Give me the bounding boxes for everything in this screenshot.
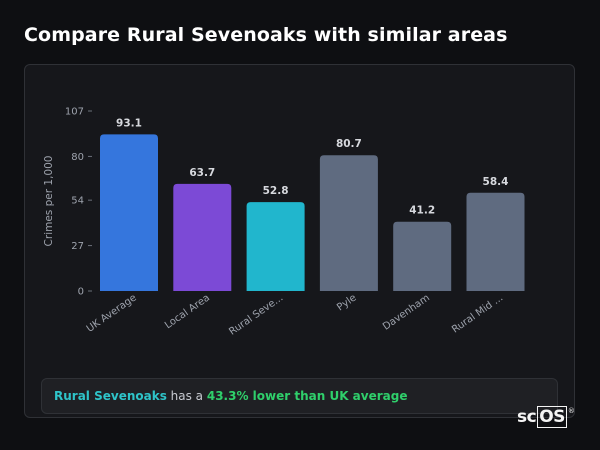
x-tick-label: Rural Mid ... — [450, 292, 505, 335]
summary-text: has a — [166, 389, 207, 403]
bar-value-label: 58.4 — [483, 176, 509, 188]
x-axis: UK Average Local Area Rural Seve... Pyle Dav… — [85, 292, 505, 337]
y-tick-label: 54 — [71, 196, 84, 207]
y-tick-label: 0 — [78, 287, 84, 298]
logo-prefix: sc — [517, 407, 537, 427]
bar — [393, 221, 452, 291]
y-tick-label: 27 — [71, 241, 84, 252]
bar — [246, 202, 305, 291]
summary-area-name: Rural Sevenoaks — [54, 389, 167, 403]
bar-value-label: 63.7 — [189, 167, 215, 179]
bar — [173, 183, 232, 291]
x-tick-label: Davenham — [381, 292, 432, 332]
logo-registered-mark: ® — [567, 407, 575, 415]
page-title: Compare Rural Sevenoaks with similar are… — [24, 24, 508, 46]
y-axis-label: Crimes per 1,000 — [43, 156, 55, 247]
comparison-summary: Rural Sevenoaks has a 43.3% lower than U… — [41, 378, 558, 414]
x-tick-label: Pyle — [335, 292, 358, 313]
bar-chart: Crimes per 1,000 0 27 54 80 107 93.1 63.7 52.8… — [43, 107, 525, 338]
y-tick-label: 107 — [65, 107, 84, 118]
bar — [100, 134, 158, 291]
bar — [319, 155, 378, 291]
y-axis: 0 27 54 80 107 — [65, 107, 92, 298]
bar — [466, 192, 525, 291]
summary-difference: 43.3% lower than UK average — [206, 389, 408, 403]
bar-value-label: 80.7 — [336, 138, 362, 150]
bar-value-label: 52.8 — [263, 185, 289, 197]
bar-series: 93.1 63.7 52.8 80.7 41.2 58.4 — [100, 117, 525, 291]
logo-boxed: OS — [537, 406, 567, 428]
bar-value-label: 93.1 — [116, 117, 142, 129]
y-tick-label: 80 — [71, 152, 84, 163]
x-tick-label: Local Area — [163, 292, 212, 331]
chart-card: Crimes per 1,000 0 27 54 80 107 93.1 63.7 52.8… — [24, 64, 575, 418]
bar-value-label: 41.2 — [409, 205, 435, 217]
scos-logo: sc OS ® — [517, 406, 575, 428]
x-tick-label: Rural Seve... — [227, 292, 285, 337]
x-tick-label: UK Average — [85, 292, 139, 334]
